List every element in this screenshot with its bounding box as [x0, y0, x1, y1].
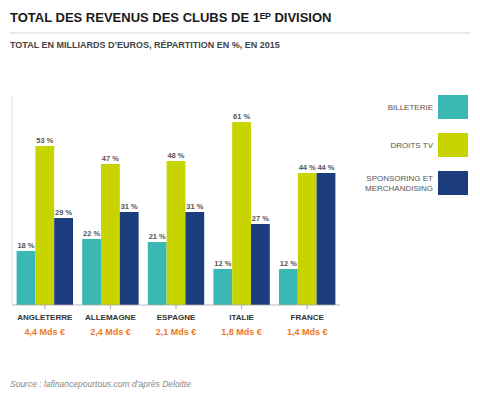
bar — [148, 242, 167, 305]
legend: BILLETERIE DROITS TV SPONSORING ETMERCHAND… — [365, 95, 468, 195]
total-label: 1,8 Mds € — [221, 327, 262, 337]
x-tick-label: ALLEMAGNE — [85, 313, 136, 322]
bar — [35, 146, 54, 305]
data-label: 44 % — [299, 163, 316, 172]
x-tick-label: ANGLETERRE — [17, 313, 73, 322]
total-label: 2,4 Mds € — [90, 327, 131, 337]
y-axis-line — [12, 95, 13, 305]
legend-label: DROITS TV — [390, 141, 433, 150]
bar — [279, 269, 298, 305]
bar — [120, 212, 139, 305]
x-tick-label: FRANCE — [291, 313, 325, 322]
x-tick — [176, 305, 177, 309]
data-label: 27 % — [252, 214, 269, 223]
bar — [54, 218, 73, 305]
data-label: 12 % — [280, 259, 297, 268]
x-tick-label: ESPAGNE — [157, 313, 196, 322]
x-tick — [110, 305, 111, 309]
bar — [298, 173, 317, 305]
legend-label: SPONSORING ETMERCHANDISING — [365, 174, 433, 193]
data-label: 18 % — [17, 241, 34, 250]
bar — [317, 173, 336, 305]
total-label: 2,1 Mds € — [156, 327, 197, 337]
title: TOTAL DES REVENUS DES CLUBS DE 1ᴱᴾ DIVIS… — [10, 10, 331, 25]
bar — [82, 239, 101, 305]
data-label: 44 % — [317, 163, 334, 172]
data-label: 48 % — [167, 151, 184, 160]
bars — [17, 122, 336, 305]
data-label: 31 % — [121, 202, 138, 211]
data-labels: 18 % 22 % 21 % 12 % 12 % 53 % 47 % 48 % 61 % 44 %… — [17, 112, 334, 268]
data-label: 31 % — [186, 202, 203, 211]
bar — [101, 164, 120, 305]
data-label: 21 % — [149, 232, 166, 241]
data-label: 22 % — [83, 229, 100, 238]
legend-swatch — [438, 133, 468, 157]
data-label: 47 % — [102, 154, 119, 163]
subtitle: TOTAL EN MILLIARDS D’EUROS, RÉPARTITION … — [10, 40, 280, 50]
total-label: 4,4 Mds € — [25, 327, 66, 337]
data-label: 12 % — [214, 259, 231, 268]
legend-swatch — [438, 95, 468, 119]
chart: TOTAL DES REVENUS DES CLUBS DE 1ᴱᴾ DIVIS… — [0, 0, 480, 397]
x-tick-label: ITALIE — [229, 313, 254, 322]
bar — [213, 269, 232, 305]
x-tick — [44, 305, 45, 309]
source: Source : lafinancepourtous.com d’après D… — [10, 379, 191, 389]
data-label: 61 % — [233, 112, 250, 121]
bar — [251, 224, 270, 305]
bar — [167, 161, 186, 305]
legend-swatch — [438, 171, 468, 195]
data-label: 29 % — [55, 208, 72, 217]
x-tick — [307, 305, 308, 309]
x-tick — [241, 305, 242, 309]
title-rule — [10, 33, 470, 34]
bar — [185, 212, 204, 305]
bar — [232, 122, 251, 305]
total-label: 1,4 Mds € — [287, 327, 328, 337]
legend-label: BILLETERIE — [388, 103, 433, 112]
data-label: 53 % — [36, 136, 53, 145]
bar — [17, 251, 36, 305]
